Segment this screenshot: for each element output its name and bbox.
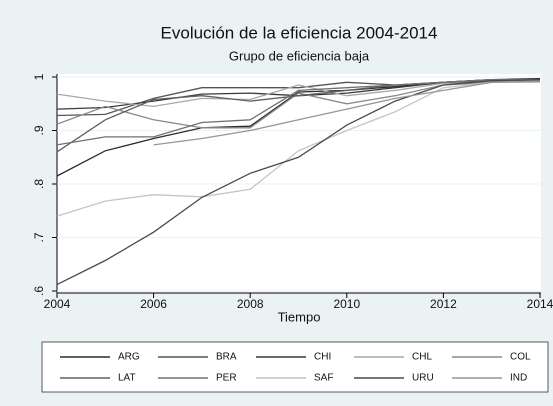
x-tick-label: 2006 xyxy=(140,297,167,311)
legend-label: CHI xyxy=(314,352,331,363)
x-tick-label: 2004 xyxy=(44,297,71,311)
legend-label: PER xyxy=(216,373,237,384)
x-tick-label: 2012 xyxy=(430,297,457,311)
legend-label: ARG xyxy=(118,352,140,363)
legend-label: SAF xyxy=(314,373,333,384)
chart-title: Evolución de la eficiencia 2004-2014 xyxy=(161,23,438,42)
legend-label: LAT xyxy=(118,373,136,384)
chart-subtitle: Grupo de eficiencia baja xyxy=(229,48,370,63)
y-tick-label: 1 xyxy=(32,73,46,80)
x-tick-label: 2008 xyxy=(237,297,264,311)
series-line xyxy=(56,79,540,146)
series-line xyxy=(56,79,541,286)
y-tick-label: .6 xyxy=(32,286,46,296)
series-line xyxy=(153,80,541,146)
series-line xyxy=(56,80,541,108)
y-tick-label: .8 xyxy=(32,179,46,189)
series-line xyxy=(56,81,540,217)
y-tick-label: .9 xyxy=(32,125,46,135)
legend-box xyxy=(41,341,549,393)
y-tick-label: .7 xyxy=(32,232,46,242)
x-tick-label: 2010 xyxy=(333,297,360,311)
legend-label: BRA xyxy=(216,352,237,363)
x-axis-label: Tiempo xyxy=(278,309,321,324)
legend-label: CHL xyxy=(412,352,432,363)
legend-label: IND xyxy=(510,373,527,384)
legend-label: URU xyxy=(412,373,434,384)
legend-label: COL xyxy=(510,352,531,363)
x-tick-label: 2014 xyxy=(527,297,553,311)
